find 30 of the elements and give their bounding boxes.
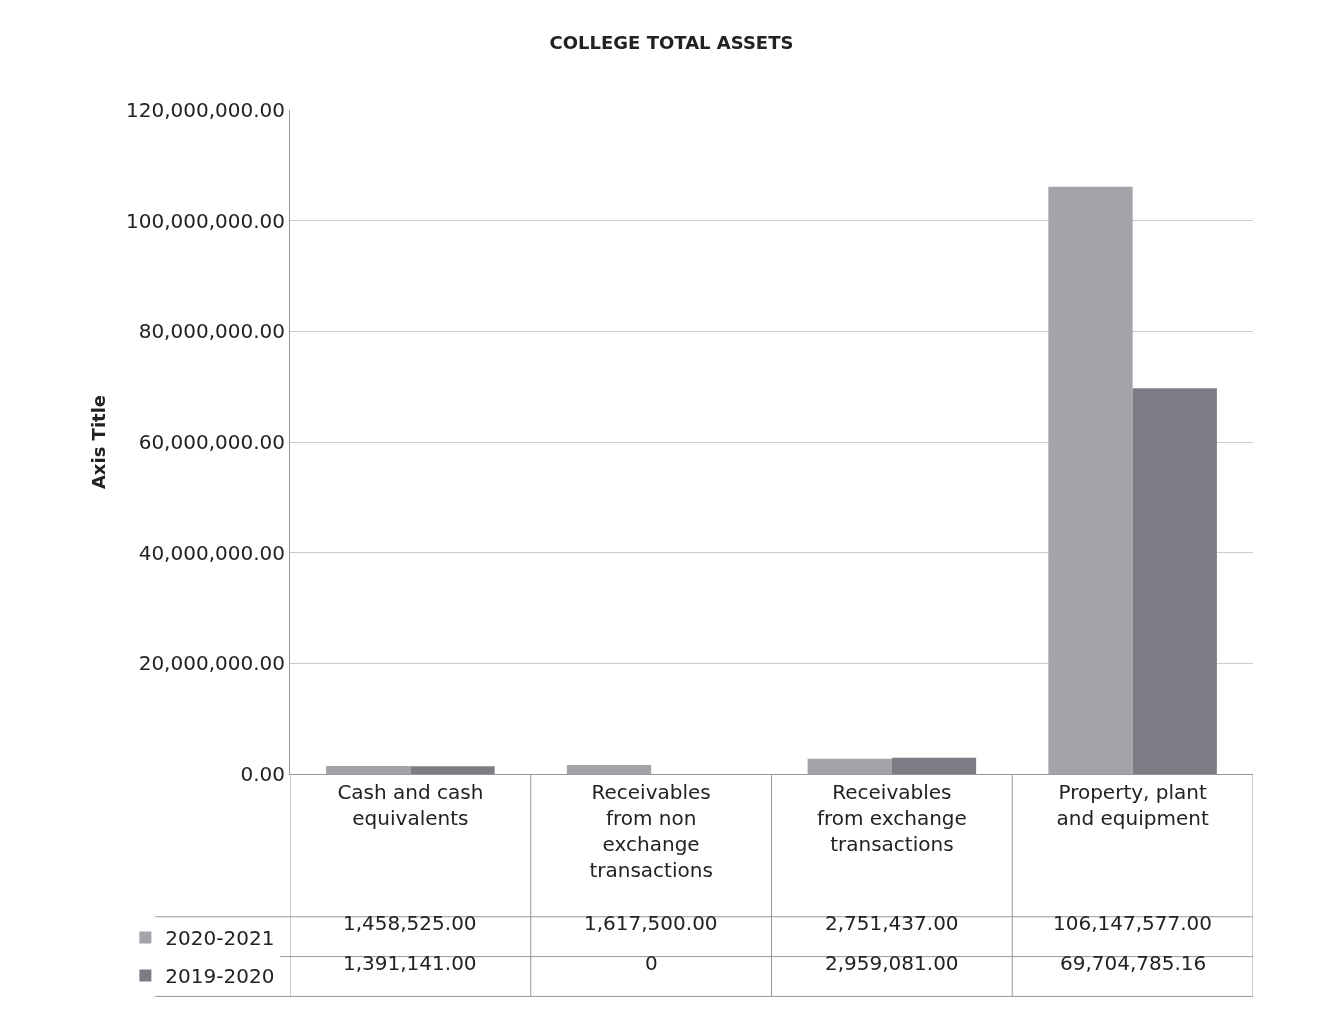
x-tick-label: Cash and cash equivalents	[337, 780, 484, 830]
y-axis-title: Axis Title	[88, 394, 110, 490]
bar	[566, 765, 652, 774]
y-tick-label: 0.00	[240, 762, 285, 786]
data-label: 1,391,141.00	[343, 951, 477, 975]
y-tick-label: 60,000,000.00	[138, 430, 285, 454]
bar	[326, 765, 411, 774]
legend-label: 2019-2020	[165, 964, 275, 989]
y-tick-label: 80,000,000.00	[138, 319, 285, 344]
y-tick-label: 40,000,000.00	[138, 540, 285, 565]
chart-title: COLLEGE TOTAL ASSETS	[549, 31, 794, 53]
bar	[410, 766, 495, 774]
data-label: 0	[645, 951, 658, 975]
data-label: 1,617,500.00	[584, 911, 718, 935]
data-label: 69,704,785.16	[1060, 951, 1207, 975]
y-tick-label: 120,000,000.00	[125, 98, 285, 122]
data-label: 2,959,081.00	[825, 951, 959, 975]
data-label: 106,147,577.00	[1053, 911, 1213, 935]
bar	[1132, 388, 1217, 774]
bar	[807, 758, 892, 774]
x-tick-label: Receivables from exchange transactions	[816, 780, 967, 856]
data-label: 1,458,525.00	[343, 911, 477, 935]
bar	[891, 757, 977, 774]
y-tick-label: 20,000,000.00	[138, 651, 285, 676]
legend-label: 2020-2021	[165, 926, 275, 951]
x-tick-label: Receivables from non exchange transactions	[589, 780, 713, 882]
x-tick-label: Property, plant and equipment	[1056, 780, 1209, 830]
data-label: 2,751,437.00	[825, 911, 959, 935]
y-tick-label: 100,000,000.00	[125, 208, 285, 233]
bar	[1048, 186, 1133, 774]
